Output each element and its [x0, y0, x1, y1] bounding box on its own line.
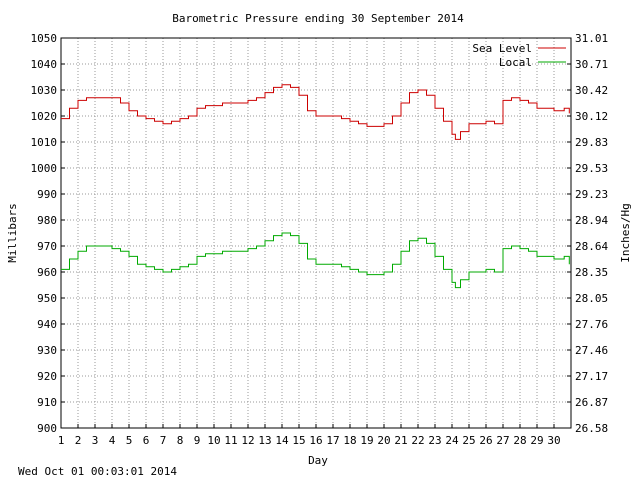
chart-title: Barometric Pressure ending 30 September …: [172, 12, 464, 25]
y-tick-label-left: 900: [37, 422, 57, 435]
y-tick-label-right: 27.17: [575, 370, 608, 383]
x-tick-label: 11: [224, 434, 237, 447]
y-tick-label-right: 26.87: [575, 396, 608, 409]
x-tick-label: 18: [343, 434, 356, 447]
legend-label-sea-level: Sea Level: [472, 42, 532, 55]
y-tick-label-left: 1010: [31, 136, 58, 149]
y-tick-label-right: 29.53: [575, 162, 608, 175]
series-line-sea-level: [61, 84, 570, 140]
y-tick-label-right: 28.05: [575, 292, 608, 305]
y-tick-label-left: 940: [37, 318, 57, 331]
x-tick-label: 24: [445, 434, 459, 447]
x-tick-label: 25: [462, 434, 475, 447]
y-tick-label-right: 27.46: [575, 344, 608, 357]
y-tick-label-left: 1050: [31, 32, 58, 45]
footer-timestamp: Wed Oct 01 00:03:01 2014: [18, 465, 177, 478]
x-tick-label: 15: [292, 434, 305, 447]
x-tick-label: 26: [479, 434, 492, 447]
y-axis-right: 26.58 26.87 27.17 27.46 27.76 28.05 28.35 28.64…: [567, 32, 608, 435]
x-axis-label: Day: [308, 454, 328, 467]
x-tick-label: 27: [496, 434, 509, 447]
x-tick-label: 21: [394, 434, 407, 447]
x-tick-label: 22: [411, 434, 424, 447]
grid: [61, 38, 571, 428]
x-axis: 1 2 3 4 5 6 7 8 9 10 11 12 13 14 15 16 17 18 19 20 21 22 23 24 2…: [58, 424, 561, 447]
y-tick-label-right: 28.94: [575, 214, 608, 227]
y-tick-label-left: 1040: [31, 58, 58, 71]
y-tick-label-right: 28.64: [575, 240, 608, 253]
x-tick-label: 13: [258, 434, 271, 447]
x-tick-label: 12: [241, 434, 254, 447]
y-tick-label-right: 26.58: [575, 422, 608, 435]
x-tick-label: 28: [513, 434, 526, 447]
y-tick-label-left: 970: [37, 240, 57, 253]
y-tick-label-left: 910: [37, 396, 57, 409]
x-tick-label: 4: [109, 434, 116, 447]
legend-label-local: Local: [499, 56, 532, 69]
y-tick-label-right: 29.23: [575, 188, 608, 201]
x-tick-label: 23: [428, 434, 441, 447]
x-tick-label: 2: [75, 434, 82, 447]
x-tick-label: 3: [92, 434, 99, 447]
x-tick-label: 20: [377, 434, 390, 447]
y-tick-label-left: 980: [37, 214, 57, 227]
x-tick-label: 19: [360, 434, 373, 447]
y-tick-label-left: 960: [37, 266, 57, 279]
y-tick-label-right: 30.42: [575, 84, 608, 97]
y-tick-label-left: 920: [37, 370, 57, 383]
y-tick-label-right: 27.76: [575, 318, 608, 331]
x-tick-label: 29: [530, 434, 543, 447]
y-tick-label-right: 28.35: [575, 266, 608, 279]
legend: Sea Level Local: [472, 42, 566, 69]
y-tick-label-left: 1030: [31, 84, 58, 97]
x-tick-label: 30: [547, 434, 560, 447]
y-axis-left: 900 910 920 930 940 950 960 970 980 990 1000 1010 10…: [31, 32, 65, 435]
x-tick-label: 10: [207, 434, 220, 447]
y-tick-label-left: 930: [37, 344, 57, 357]
x-tick-label: 9: [194, 434, 201, 447]
y-tick-label-right: 29.83: [575, 136, 608, 149]
x-tick-label: 17: [326, 434, 339, 447]
y-tick-label-left: 1020: [31, 110, 58, 123]
y-axis-label-left: Millibars: [6, 203, 19, 263]
x-tick-label: 5: [126, 434, 133, 447]
y-tick-label-right: 31.01: [575, 32, 608, 45]
x-tick-label: 6: [143, 434, 150, 447]
y-tick-label-left: 950: [37, 292, 57, 305]
x-tick-label: 16: [309, 434, 322, 447]
series-lines: [61, 84, 570, 289]
y-tick-label-left: 990: [37, 188, 57, 201]
y-tick-label-left: 1000: [31, 162, 58, 175]
y-axis-label-right: Inches/Hg: [619, 203, 632, 263]
y-tick-label-right: 30.71: [575, 58, 608, 71]
x-tick-label: 1: [58, 434, 65, 447]
series-line-local: [61, 232, 570, 289]
x-tick-label: 8: [177, 434, 184, 447]
y-tick-label-right: 30.12: [575, 110, 608, 123]
x-tick-label: 7: [160, 434, 167, 447]
x-tick-label: 14: [275, 434, 289, 447]
